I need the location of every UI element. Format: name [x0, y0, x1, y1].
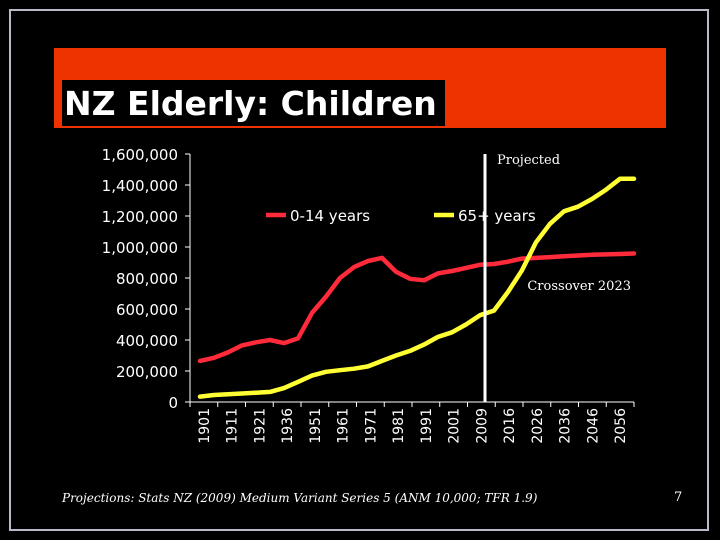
- series-lines: [197, 176, 637, 399]
- x-tick-label: 1911: [225, 408, 241, 444]
- slide-title: NZ Elderly: Children: [62, 80, 445, 126]
- y-tick-label: 1,200,000: [102, 208, 178, 226]
- x-tick-label: 2026: [530, 408, 546, 444]
- slide-frame: [9, 9, 709, 531]
- annotation-projected: Projected: [497, 153, 560, 168]
- x-tick-label: 1936: [280, 408, 296, 444]
- x-tick-label: 1961: [336, 408, 352, 444]
- legend-label: 65+ years: [458, 207, 536, 225]
- y-tick-label: 200,000: [116, 363, 178, 381]
- x-tick-label: 1921: [252, 408, 268, 444]
- x-tick-label: 2046: [585, 408, 601, 444]
- y-tick-label: 1,400,000: [102, 177, 178, 195]
- x-tick-label: 2009: [474, 408, 490, 444]
- source-note: Projections: Stats NZ (2009) Medium Vari…: [62, 491, 538, 505]
- x-axis: 1901 1911 1921 1936 1951 1961 1971 1981 1991 2001…: [189, 401, 635, 444]
- x-tick-label: 2036: [558, 408, 574, 444]
- x-tick-label: 2016: [502, 408, 518, 444]
- x-tick-label: 1951: [308, 408, 324, 444]
- x-tick-label: 1971: [363, 408, 379, 444]
- x-tick-label: 1981: [391, 408, 407, 444]
- y-tick-label: 600,000: [116, 301, 178, 319]
- x-tick-label: 1901: [197, 408, 213, 444]
- y-tick-label: 1,000,000: [102, 239, 178, 257]
- y-tick-label: 400,000: [116, 332, 178, 350]
- y-tick-label: 0: [168, 394, 178, 412]
- x-tick-label: 2001: [447, 408, 463, 444]
- x-tick-label: 2056: [613, 408, 629, 444]
- legend: 0-14 years 65+ years: [266, 207, 536, 225]
- y-tick-label: 800,000: [116, 270, 178, 288]
- annotation-crossover: Crossover 2023: [527, 279, 631, 294]
- y-tick-label: 1,600,000: [102, 146, 178, 164]
- legend-label: 0-14 years: [290, 207, 370, 225]
- series-line-elderly: [197, 176, 637, 399]
- annotations: Projected Crossover 2023: [497, 153, 631, 294]
- series-line-children: [197, 251, 637, 364]
- x-tick-label: 1991: [419, 408, 435, 444]
- page-number: 7: [674, 490, 683, 505]
- y-axis: 0 200,000 400,000 600,000 800,000 1,000,000 1,…: [102, 146, 191, 412]
